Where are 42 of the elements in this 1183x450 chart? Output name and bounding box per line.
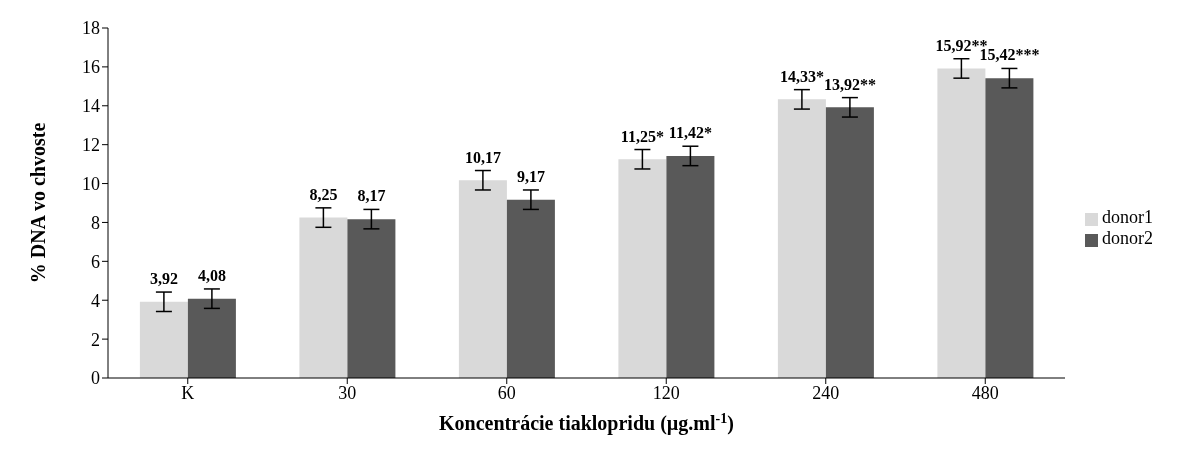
y-tick-label: 8	[91, 212, 100, 233]
x-tick-label: 480	[971, 382, 999, 403]
data-label: 8,17	[357, 187, 386, 205]
data-label: 8,25	[309, 185, 338, 203]
bar	[666, 155, 715, 378]
y-tick-label: 12	[82, 135, 100, 156]
x-tick-label: 60	[497, 382, 516, 403]
bar	[187, 298, 236, 378]
x-axis-title: Koncentrácie tiaklopridu (µg.ml$^{-1}$)	[439, 410, 734, 435]
y-tick-label: 10	[82, 173, 100, 194]
data-label: 9,17	[516, 167, 545, 185]
bar	[825, 107, 874, 378]
data-label: 11,25*	[620, 127, 664, 145]
bar	[618, 159, 667, 378]
y-axis-title: % DNA vo chvoste	[27, 122, 50, 284]
x-tick-label: 30	[338, 382, 357, 403]
data-label: 11,42*	[668, 124, 712, 142]
bar	[985, 78, 1034, 378]
y-tick-label: 0	[91, 368, 100, 389]
y-tick-label: 14	[82, 96, 100, 117]
bar	[506, 199, 555, 378]
legend-label: donor1	[1102, 207, 1153, 227]
bar	[777, 99, 826, 378]
data-label: 13,92**	[823, 75, 876, 93]
data-label: 4,08	[197, 266, 226, 284]
y-tick-label: 18	[82, 18, 100, 39]
x-tick-label: 240	[812, 382, 840, 403]
data-label: 10,17	[464, 148, 501, 166]
data-label: 14,33*	[779, 67, 824, 85]
bar	[299, 217, 348, 378]
y-tick-label: 6	[91, 251, 100, 272]
x-tick-label: 120	[652, 382, 680, 403]
bar	[937, 68, 986, 378]
y-tick-label: 4	[91, 290, 100, 311]
x-tick-label: K	[181, 382, 195, 403]
bar	[139, 301, 188, 378]
y-tick-label: 16	[82, 57, 100, 78]
bar	[347, 219, 396, 378]
legend-label: donor2	[1102, 228, 1153, 248]
y-tick-label: 2	[91, 329, 100, 350]
data-label: 3,92	[149, 270, 178, 288]
bar	[458, 180, 507, 378]
